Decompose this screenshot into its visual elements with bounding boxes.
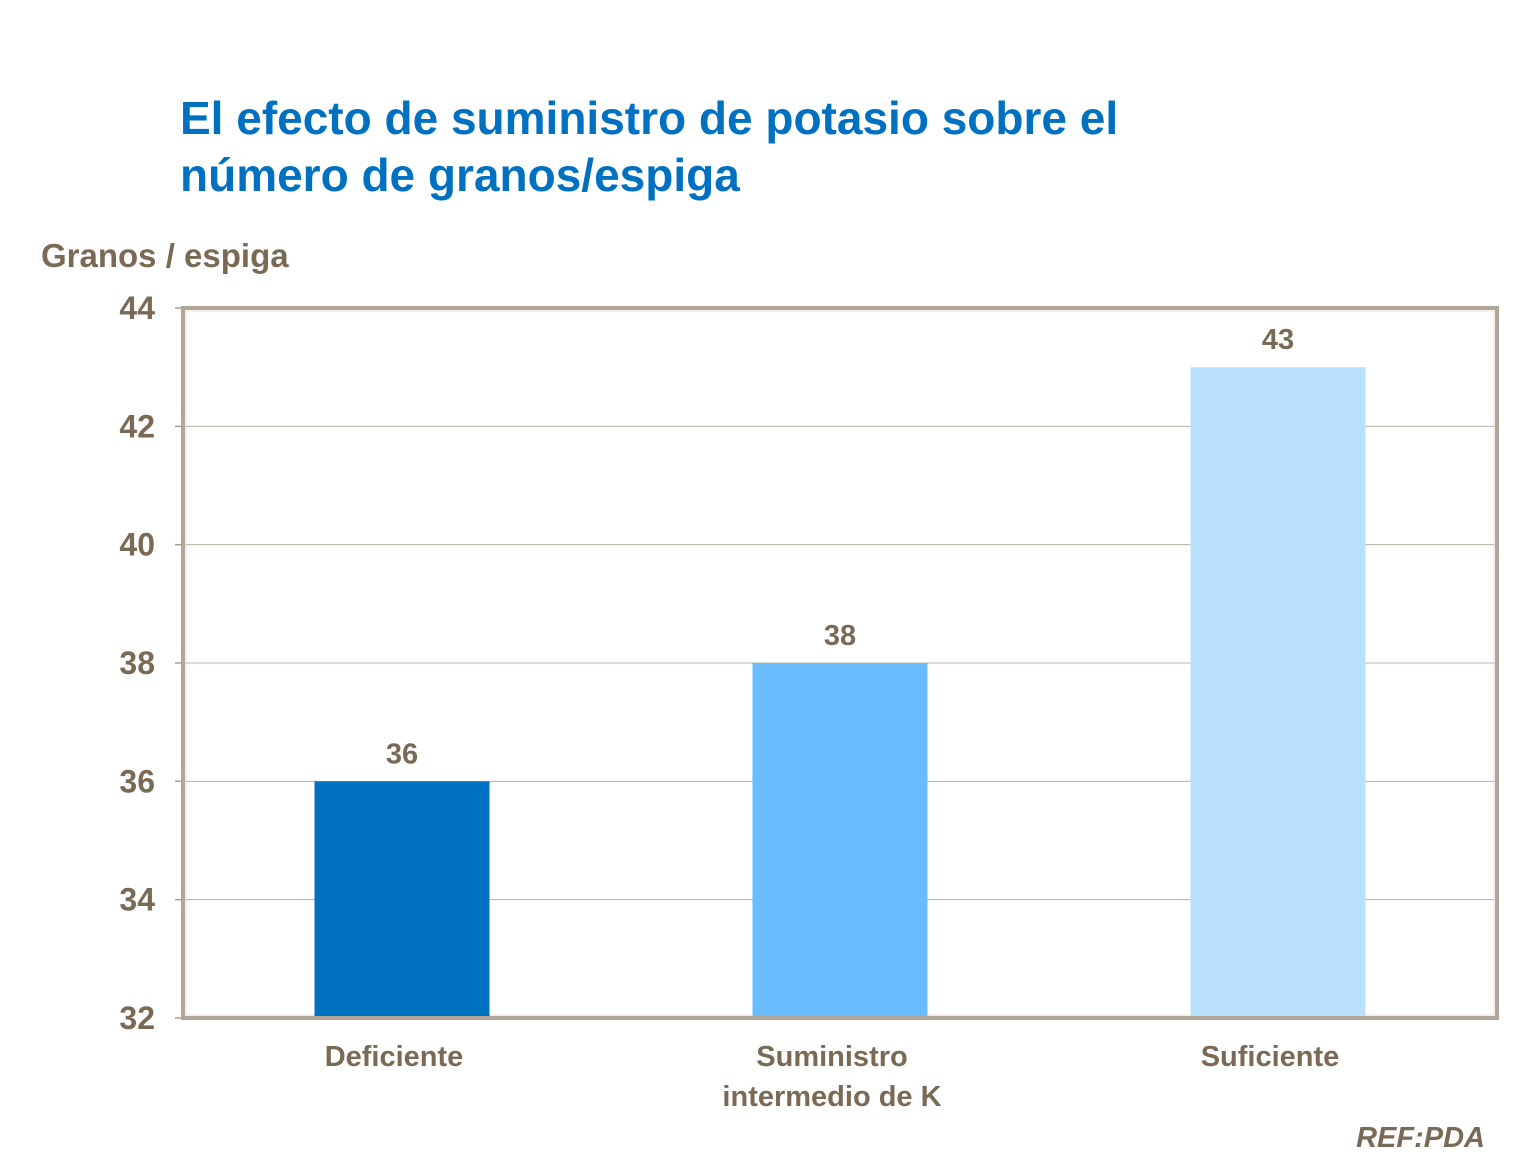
x-category-label: intermedio de K [722,1081,941,1113]
y-tick-label: 44 [119,290,155,326]
y-tick-label: 36 [119,763,155,799]
plot-border [181,306,1499,1020]
bar-1 [314,781,490,1016]
y-axis-label: Granos / espiga [41,237,289,274]
data-label: 36 [386,738,418,770]
y-tick-label: 42 [119,408,155,444]
data-label: 38 [824,620,856,652]
x-category-label: Suministro [756,1041,907,1073]
chart-title: El efecto de suministro de potasio sobre… [180,90,1118,204]
title-line-2: número de granos/espiga [180,149,740,201]
y-tick-label: 34 [119,882,155,918]
x-category-label: Suficiente [1201,1041,1340,1073]
bar-2 [752,663,928,1016]
data-label: 43 [1262,324,1294,356]
title-line-1: El efecto de suministro de potasio sobre… [180,92,1119,144]
bar-3 [1190,367,1366,1017]
y-tick-label: 40 [119,527,155,563]
y-tick-label: 38 [119,645,155,681]
x-category-label: Deficiente [325,1041,464,1073]
reference-note: REF:PDA [1356,1122,1485,1154]
y-tick-label: 32 [119,1000,155,1036]
